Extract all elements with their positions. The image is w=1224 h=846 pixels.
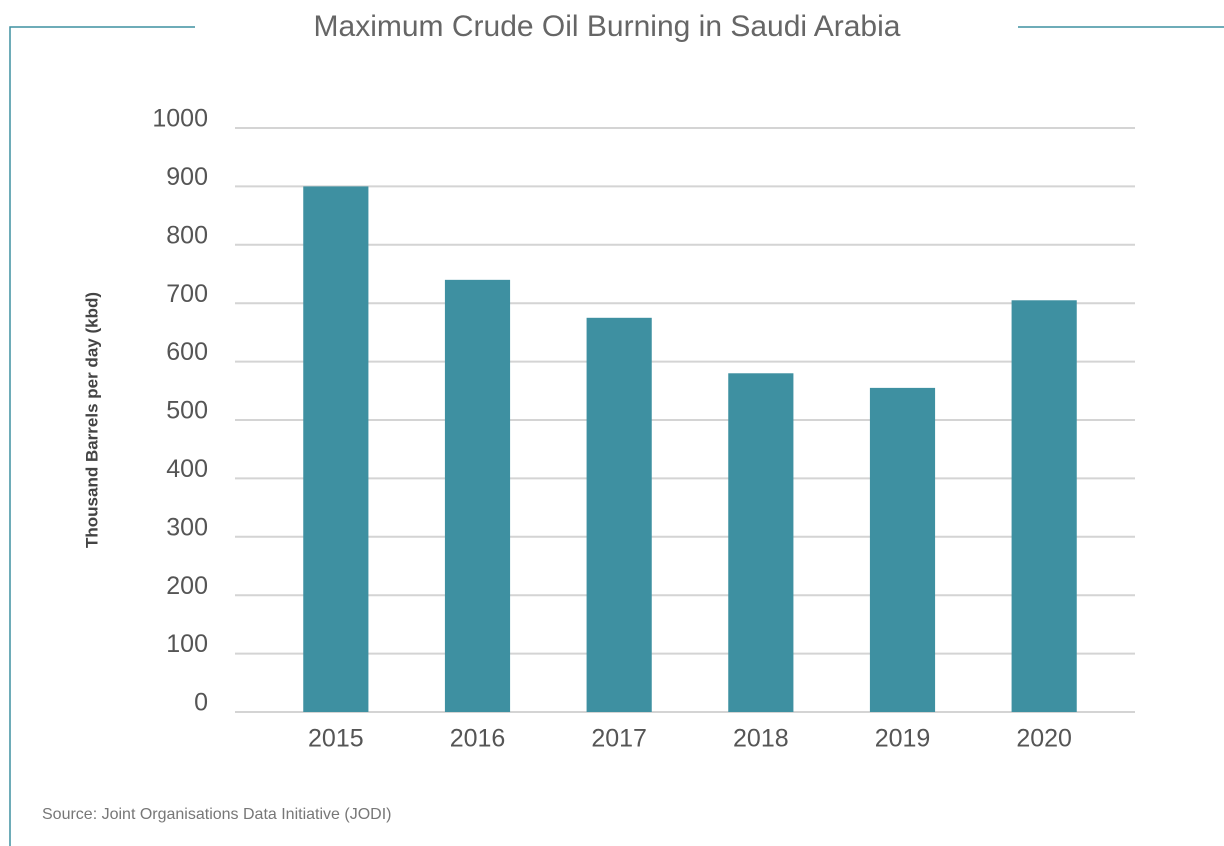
y-tick-label: 900: [166, 163, 208, 191]
x-tick-label: 2015: [308, 725, 364, 753]
y-tick-label: 100: [166, 630, 208, 658]
frame-left: [9, 26, 195, 846]
y-axis-label: Thousand Barrels per day (kbd): [82, 292, 101, 548]
x-tick-label: 2020: [1016, 725, 1072, 753]
y-tick-label: 800: [166, 221, 208, 249]
bar: [869, 387, 936, 712]
source-note: Source: Joint Organisations Data Initiat…: [42, 806, 391, 823]
y-tick-label: 700: [166, 280, 208, 308]
y-tick-label: 500: [166, 397, 208, 425]
x-tick-label: 2018: [733, 725, 789, 753]
x-tick-label: 2019: [875, 725, 931, 753]
y-tick-label: 200: [166, 572, 208, 600]
x-tick-label: 2016: [450, 725, 506, 753]
y-tick-label: 1000: [152, 105, 208, 133]
chart-title: Maximum Crude Oil Burning in Saudi Arabi…: [314, 10, 901, 43]
bar: [444, 279, 511, 712]
bar: [728, 373, 794, 712]
bar: [1011, 300, 1077, 712]
x-tick-label: 2017: [591, 725, 647, 753]
y-tick-label: 600: [166, 338, 208, 366]
bar: [586, 317, 652, 712]
y-tick-label: 0: [194, 689, 208, 717]
bar: [303, 186, 369, 712]
y-tick-label: 300: [166, 513, 208, 541]
y-tick-label: 400: [166, 455, 208, 483]
